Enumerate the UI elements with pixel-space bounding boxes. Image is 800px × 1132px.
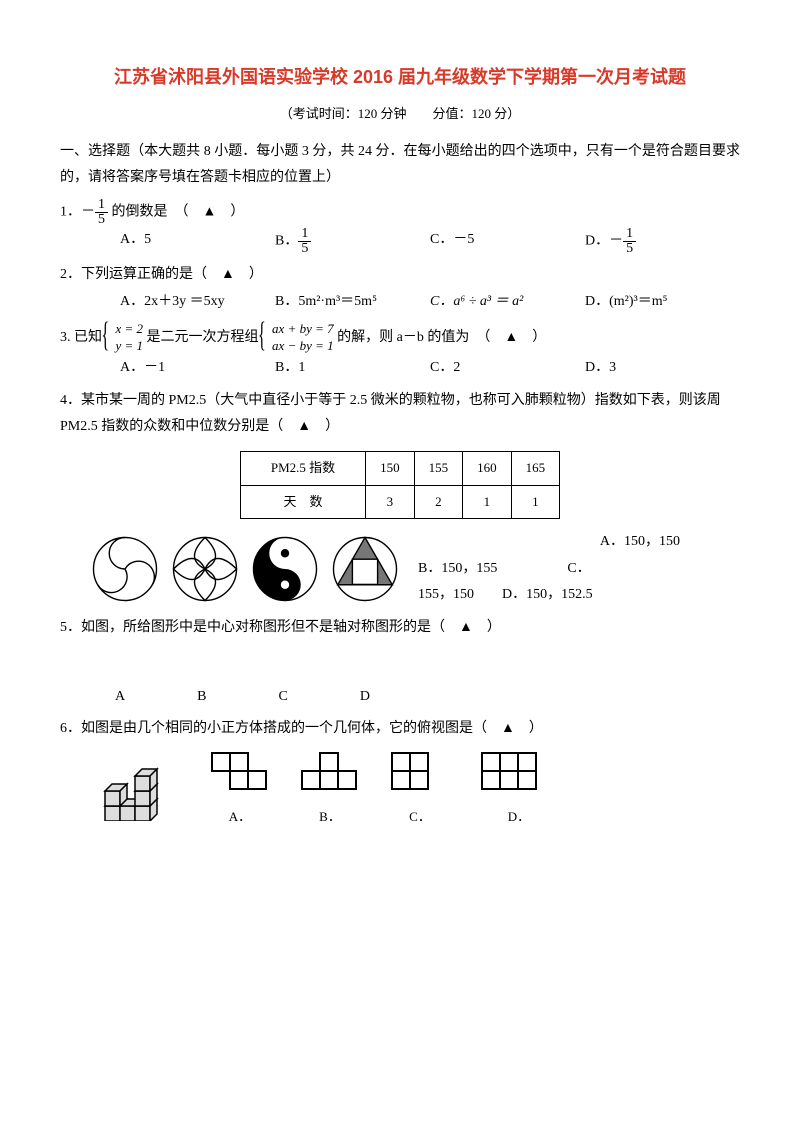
q4-opt-a: A．150，150 [600, 534, 680, 549]
q4-opt-b: B．150，155 [418, 561, 497, 576]
q5-label-a: A [115, 684, 125, 711]
exam-title: 江苏省沭阳县外国语实验学校 2016 届九年级数学下学期第一次月考试题 [60, 60, 740, 94]
section-1-intro: 一、选择题（本大题共 8 小题．每小题 3 分，共 24 分．在每小题给出的四个… [60, 139, 740, 192]
q1-opt-c: C．－5 [430, 227, 585, 256]
q1-stem-prefix: 1．－ [60, 205, 95, 220]
q2-opt-c: C．a⁶ ÷ a³ ＝ a² [430, 289, 585, 316]
exam-subtitle: （考试时间：120 分钟 分值：120 分） [60, 102, 740, 127]
q6-opt-d: D． [480, 751, 558, 829]
q3-opt-a: A．－1 [120, 355, 275, 382]
q3-opt-d: D．3 [585, 355, 740, 382]
q5-label-c: C [278, 684, 287, 711]
q5-figures-and-q4-opts: A．150，150 B．150，155 C． 155，150 D．150，152… [90, 529, 740, 609]
question-6: 6．如图是由几个相同的小正方体搭成的一个几何体，它的俯视图是（ ▲ ） [60, 716, 740, 743]
q2-opt-b: B．5m²·m³＝5m⁵ [275, 289, 430, 316]
q1-frac: 15 [95, 198, 108, 227]
q5-label-b: B [197, 684, 206, 711]
figure-c-icon [250, 534, 320, 604]
q6-opt-a: A． [210, 751, 270, 829]
q3-options: A．－1 B．1 C．2 D．3 [60, 355, 740, 382]
q3-opt-c: C．2 [430, 355, 585, 382]
q6-solid-icon [100, 751, 180, 830]
question-2: 2．下列运算正确的是（ ▲ ） [60, 262, 740, 289]
q2-opt-a: A．2x＋3y ＝5xy [120, 289, 275, 316]
question-4: 4．某市某一周的 PM2.5（大气中直径小于等于 2.5 微米的颗粒物，也称可入… [60, 388, 740, 441]
q5-label-d: D [360, 684, 370, 711]
q1-opt-b: B．15 [275, 227, 430, 256]
q2-opt-d: D．(m²)³＝m⁵ [585, 289, 740, 316]
figure-a-icon [90, 534, 160, 604]
table-row: PM2.5 指数 150 155 160 165 [240, 451, 559, 485]
q4-opt-c-prefix: C． [567, 561, 590, 576]
q1-opt-a: A．5 [120, 227, 275, 256]
q1-stem-suffix: 的倒数是 （ ▲ ） [108, 205, 244, 220]
q3-system-2: ax + by = 7ax − by = 1 [262, 321, 334, 355]
q6-opt-b: B． [300, 751, 360, 829]
question-1: 1．－15 的倒数是 （ ▲ ） [60, 198, 740, 227]
question-3: 3. 已知 x = 2y = 1 是二元一次方程组 ax + by = 7ax … [60, 321, 740, 355]
q4-table: PM2.5 指数 150 155 160 165 天 数 3 2 1 1 [240, 451, 560, 519]
figure-b-icon [170, 534, 240, 604]
q1-opt-d: D．－15 [585, 227, 740, 256]
table-row: 天 数 3 2 1 1 [240, 485, 559, 519]
q3-opt-b: B．1 [275, 355, 430, 382]
q4-opt-c: 155，150 [418, 587, 474, 602]
figure-d-icon [330, 534, 400, 604]
q3-system-1: x = 2y = 1 [106, 321, 144, 355]
q5-labels: A B C D [60, 684, 740, 711]
q6-figures: A． B． C． D． [100, 751, 740, 830]
q4-opt-d: D．150，152.5 [502, 587, 593, 602]
q1-options: A．5 B．15 C．－5 D．－15 [60, 227, 740, 256]
q2-options: A．2x＋3y ＝5xy B．5m²·m³＝5m⁵ C．a⁶ ÷ a³ ＝ a²… [60, 289, 740, 316]
q4-options: A．150，150 B．150，155 C． 155，150 D．150，152… [410, 529, 740, 609]
question-5: 5．如图，所给图形中是中心对称图形但不是轴对称图形的是（ ▲ ） [60, 615, 740, 642]
q6-opt-c: C． [390, 751, 450, 829]
